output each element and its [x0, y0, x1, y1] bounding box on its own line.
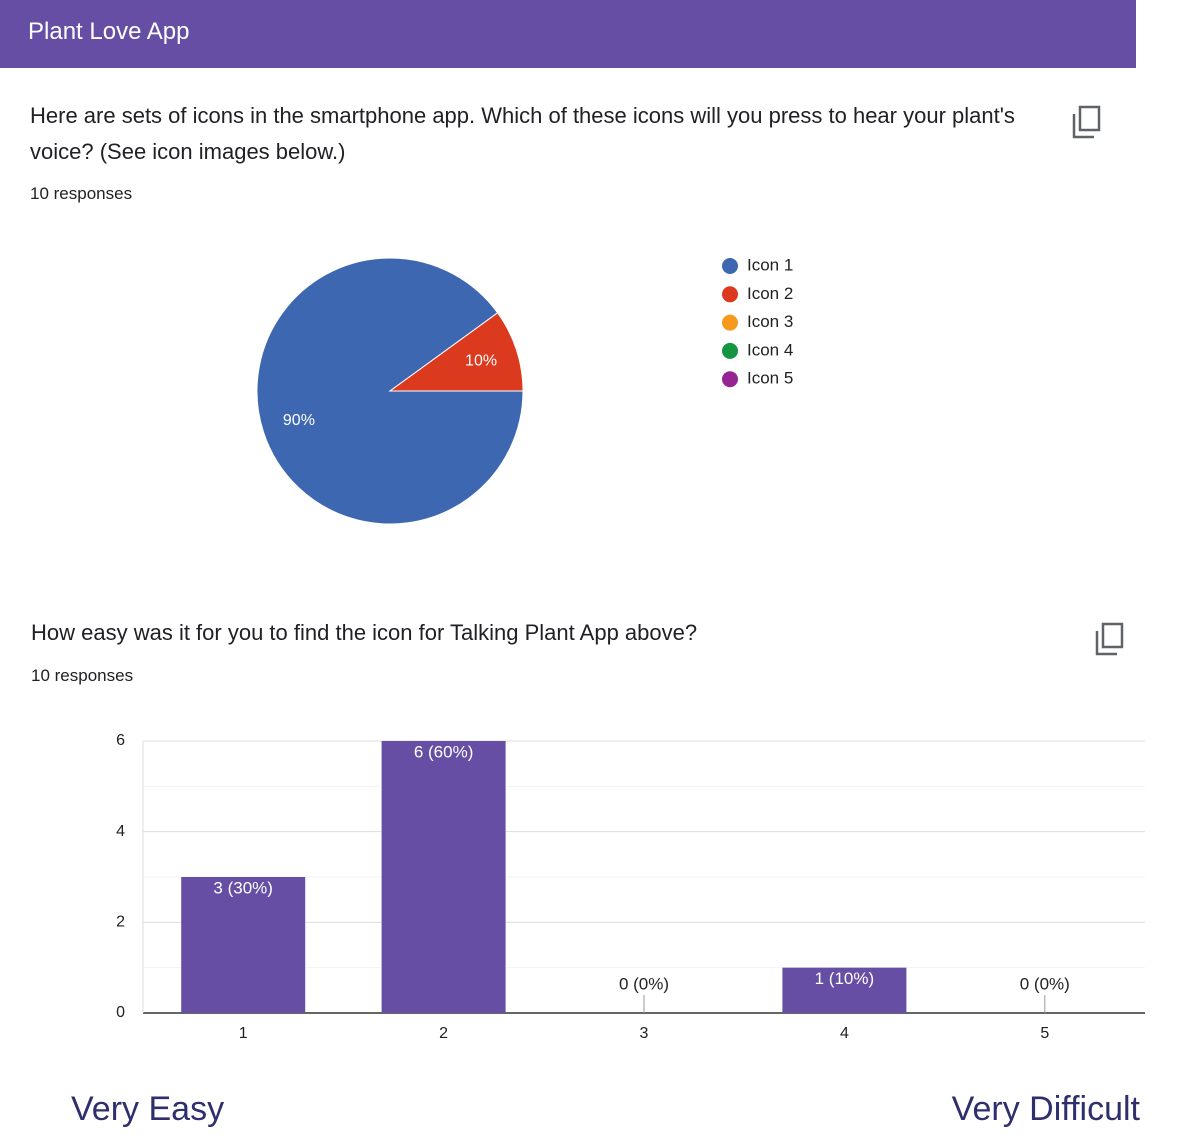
pie-slice — [388, 312, 524, 392]
response-count: 10 responses — [30, 184, 133, 203]
x-tick-label: 4 — [840, 1025, 849, 1042]
legend-label: Icon 3 — [747, 312, 793, 331]
legend-label: Icon 4 — [747, 340, 793, 359]
legend-swatch — [722, 371, 738, 388]
bar-value-label: 1 (10%) — [815, 969, 875, 988]
scale-low-label: Very Easy — [71, 1090, 225, 1128]
x-tick-label: 3 — [640, 1025, 649, 1042]
x-tick-label: 5 — [1040, 1025, 1049, 1042]
bar-value-label: 0 (0%) — [619, 974, 669, 993]
y-tick-label: 0 — [116, 1004, 125, 1021]
bar-value-label: 0 (0%) — [1020, 974, 1070, 993]
slice-label: 90% — [283, 412, 315, 429]
legend-swatch — [722, 314, 738, 331]
bar — [782, 967, 907, 1013]
bar — [381, 741, 506, 1013]
question: How easy was it for you to find the icon… — [31, 620, 698, 645]
legend-swatch — [722, 286, 738, 303]
x-tick-label: 2 — [439, 1025, 448, 1042]
legend-swatch — [722, 342, 738, 359]
slice-label: 10% — [465, 353, 497, 370]
x-tick-label: 1 — [239, 1025, 248, 1042]
bar-value-label: 3 (30%) — [213, 878, 273, 897]
header: Plant Love App — [0, 0, 1136, 68]
copy-icon[interactable] — [1072, 105, 1101, 139]
response-count: 10 responses — [31, 666, 134, 685]
legend-label: Icon 2 — [747, 284, 793, 303]
y-tick-label: 6 — [116, 732, 125, 749]
app-title: Plant Love App — [28, 18, 190, 45]
copy-icon[interactable] — [1095, 622, 1124, 656]
scale-high-label: Very Difficult — [951, 1090, 1140, 1128]
question: Here are sets of icons in the smartphone… — [30, 103, 1015, 164]
legend-label: Icon 5 — [747, 369, 793, 388]
legend-swatch — [722, 258, 738, 274]
y-tick-label: 4 — [116, 823, 125, 840]
legend-label: Icon 1 — [747, 255, 793, 274]
bar — [181, 877, 306, 1013]
bar-value-label: 6 (60%) — [414, 742, 474, 761]
y-tick-label: 2 — [116, 914, 125, 931]
